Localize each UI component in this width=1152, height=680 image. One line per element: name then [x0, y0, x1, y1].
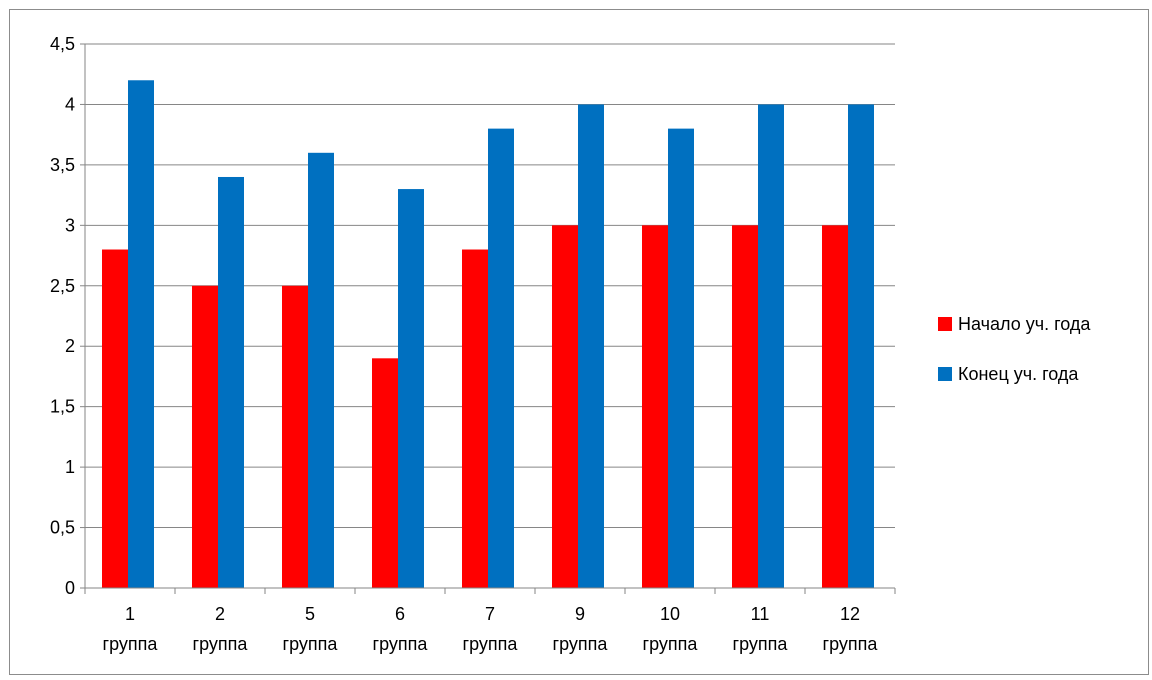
bar-start [192, 285, 218, 588]
y-tick-label: 4 [65, 94, 75, 114]
bar-end [398, 189, 424, 589]
x-tick-label: 6 [395, 604, 405, 624]
bar-start [372, 358, 398, 588]
bar-start [732, 225, 758, 589]
bar-end [758, 104, 784, 588]
y-tick-label: 1 [65, 457, 75, 477]
y-tick-label: 3,5 [50, 155, 75, 175]
x-tick-label: группа [463, 634, 519, 654]
x-tick-label: 1 [125, 604, 135, 624]
x-tick-label: группа [193, 634, 249, 654]
x-tick-label: группа [103, 634, 159, 654]
bar-end [218, 176, 244, 588]
y-tick-label: 2 [65, 336, 75, 356]
x-axis-ticks: 1 группа 2 группа 5 группа 6 группа 7 группа 9 груп… [84, 588, 896, 654]
bar-end [488, 128, 514, 588]
legend-label: Начало уч. года [958, 314, 1091, 334]
bar-end [308, 152, 334, 589]
bar-start [102, 249, 128, 588]
x-tick-label: группа [643, 634, 699, 654]
x-tick-label: 10 [660, 604, 680, 624]
x-tick-label: 5 [305, 604, 315, 624]
x-tick-label: группа [733, 634, 789, 654]
bar-start [462, 249, 488, 588]
x-tick-label: группа [553, 634, 609, 654]
bar-end [128, 80, 154, 589]
bar-end [578, 104, 604, 588]
x-tick-label: группа [373, 634, 429, 654]
x-tick-label: группа [823, 634, 879, 654]
y-axis-ticks: 0 0,5 1 1,5 2 2,5 3 3,5 4 4,5 [50, 34, 85, 598]
legend-label: Конец уч. года [958, 364, 1079, 384]
x-tick-label: 9 [575, 604, 585, 624]
axes [84, 44, 895, 589]
bars [102, 80, 874, 589]
bar-start [282, 285, 308, 588]
y-tick-label: 1,5 [50, 397, 75, 417]
x-tick-label: 11 [751, 604, 770, 624]
x-tick-label: группа [283, 634, 339, 654]
x-tick-label: 12 [840, 604, 860, 624]
x-tick-label: 2 [215, 604, 225, 624]
y-tick-label: 3 [65, 215, 75, 235]
legend-swatch [938, 317, 952, 331]
bar-start [642, 225, 668, 589]
x-tick-label: 7 [485, 604, 495, 624]
y-tick-label: 2,5 [50, 276, 75, 296]
bar-end [848, 104, 874, 588]
legend-swatch [938, 367, 952, 381]
legend: Начало уч. года Конец уч. года [938, 314, 1091, 384]
y-tick-label: 0,5 [50, 518, 75, 538]
y-tick-label: 4,5 [50, 34, 75, 54]
bar-start [552, 225, 578, 589]
bar-end [668, 128, 694, 588]
bar-start [822, 225, 848, 589]
y-tick-label: 0 [65, 578, 75, 598]
